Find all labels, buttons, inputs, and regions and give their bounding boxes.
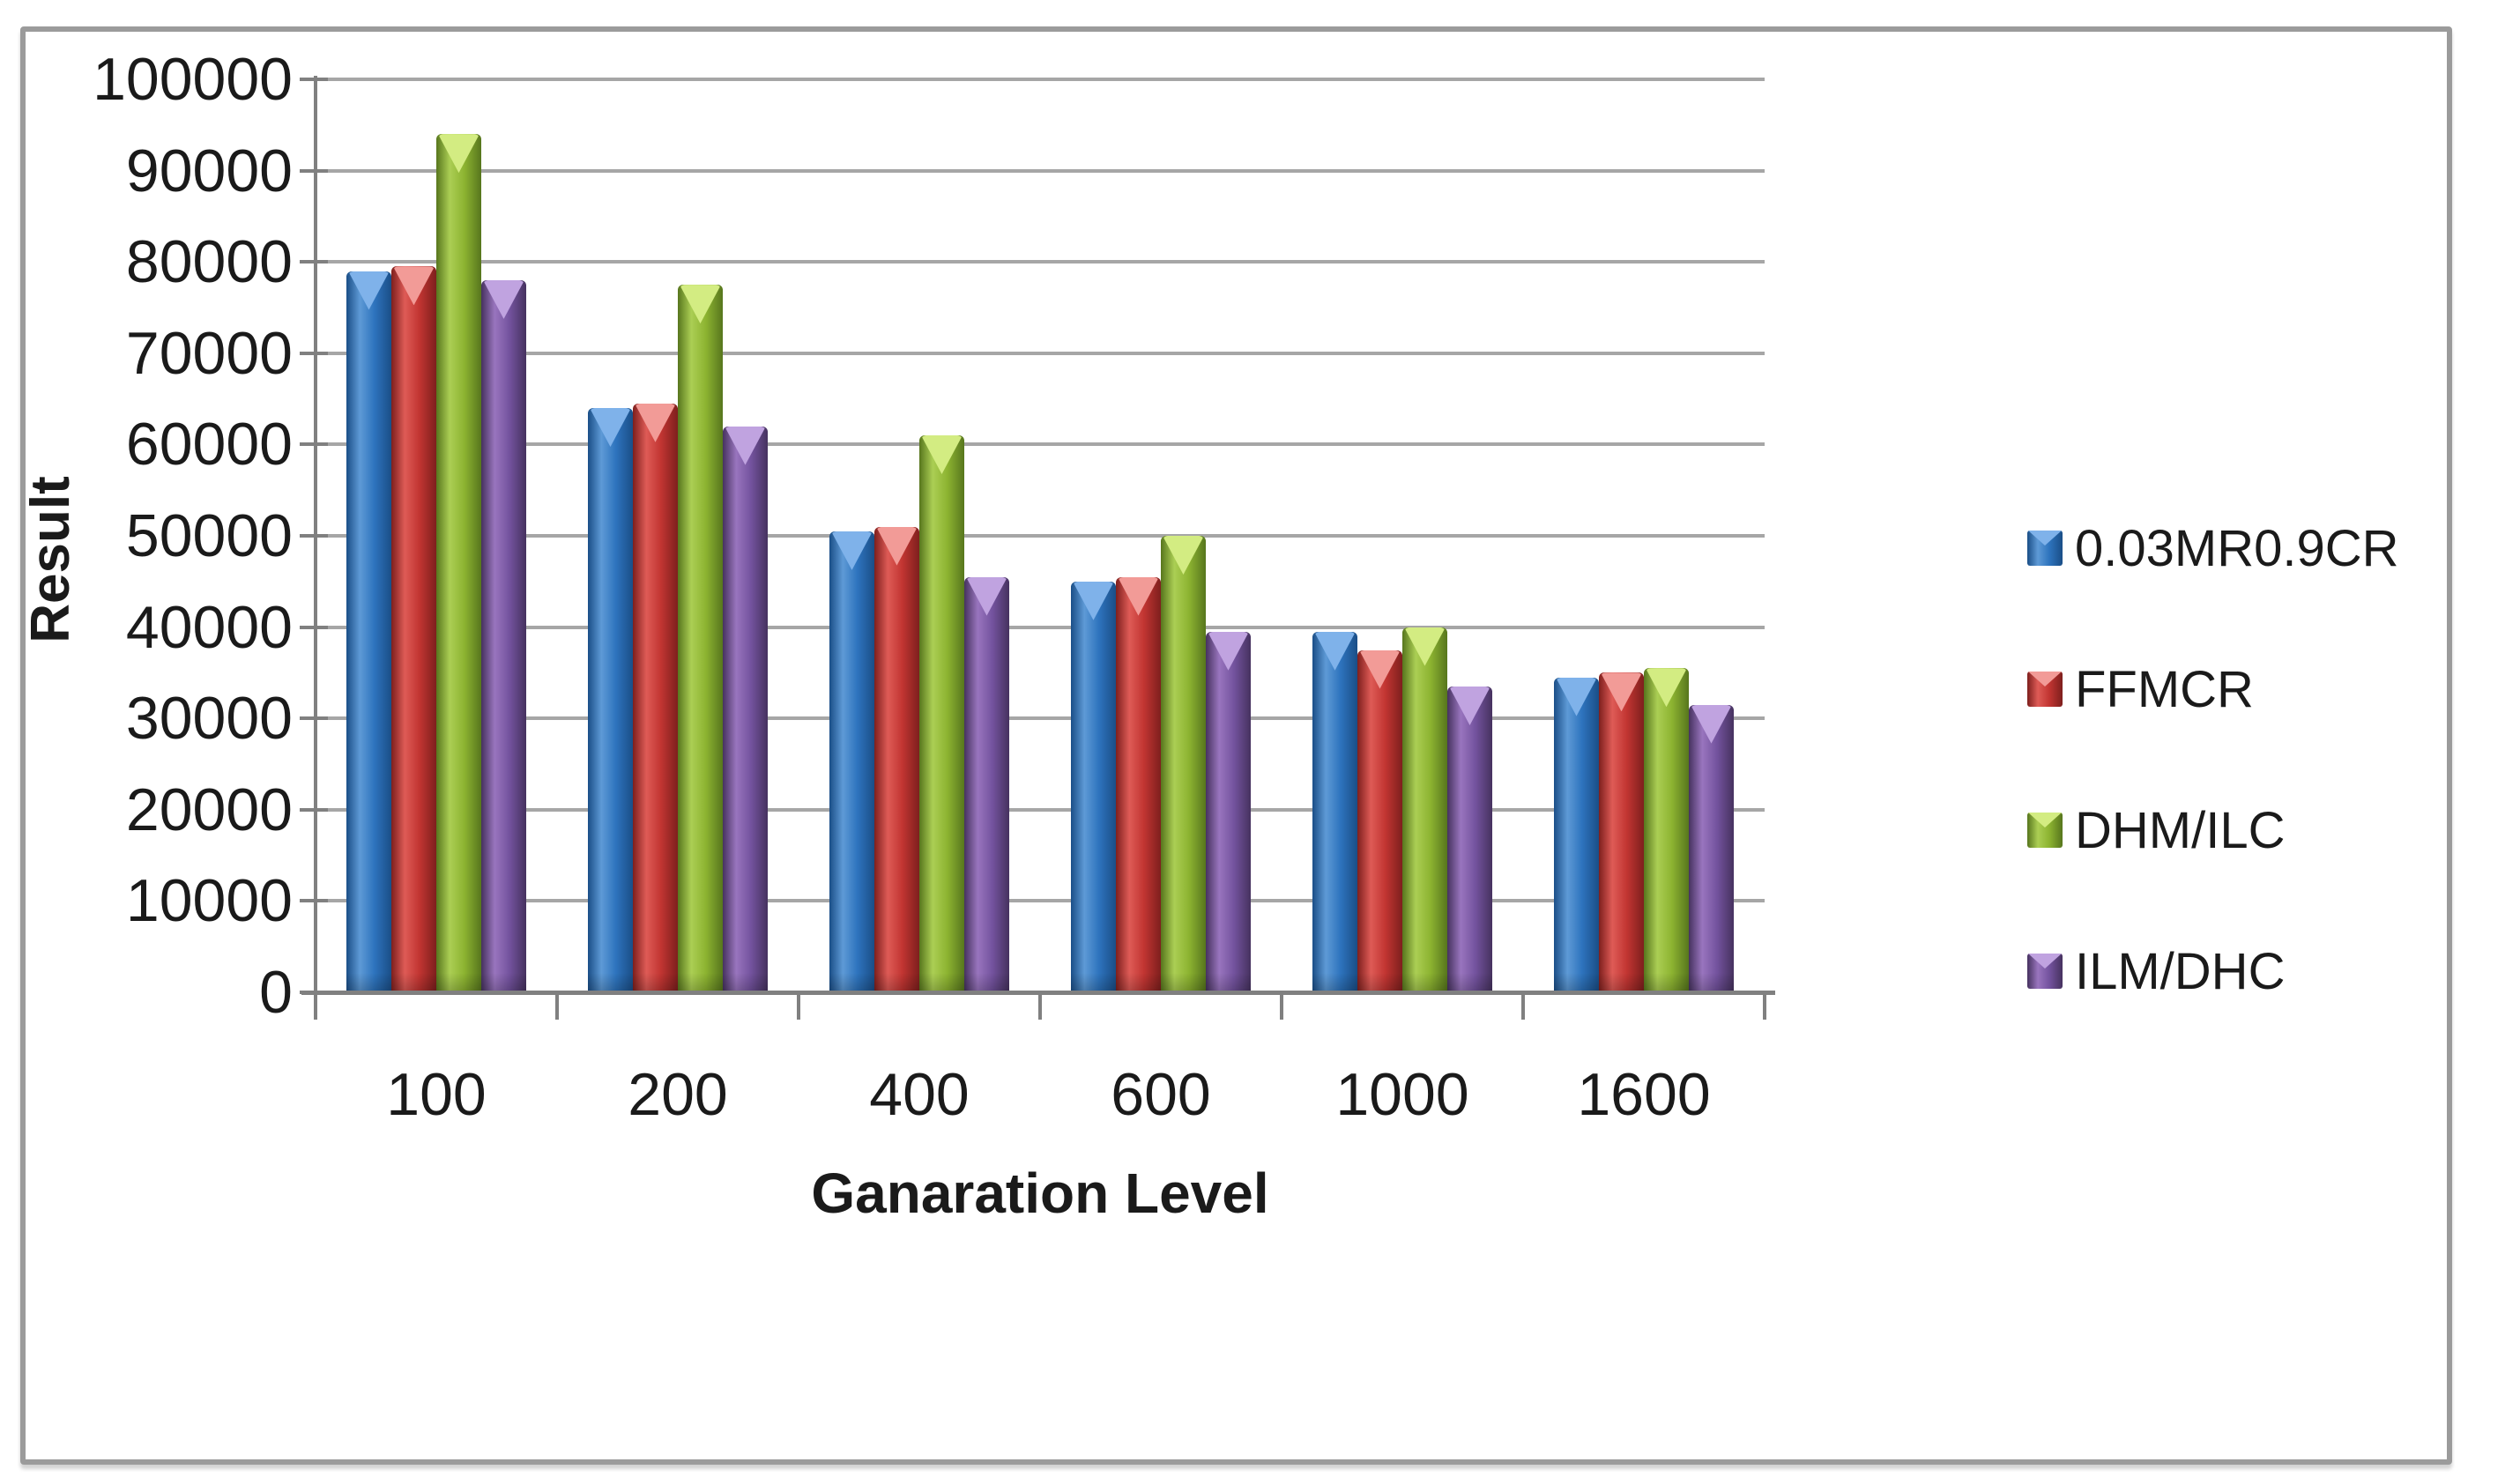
y-tick-mark-10000 bbox=[300, 899, 328, 903]
x-tick-label-1600: 1600 bbox=[1577, 1061, 1711, 1128]
gridline-90000 bbox=[316, 168, 1765, 173]
y-tick-label-70000: 70000 bbox=[125, 319, 293, 387]
x-axis-title: Ganaration Level bbox=[811, 1162, 1269, 1225]
x-axis-line bbox=[301, 991, 1775, 995]
y-tick-mark-90000 bbox=[300, 168, 328, 173]
bar-FFMCR-400 bbox=[874, 526, 919, 993]
bar-FFMCR-600 bbox=[1116, 576, 1161, 993]
y-tick-mark-30000 bbox=[300, 716, 328, 721]
y-tick-mark-50000 bbox=[300, 534, 328, 538]
x-tick-label-1000: 1000 bbox=[1335, 1061, 1469, 1128]
bar-0.03MR0.9CR-100 bbox=[346, 271, 391, 993]
legend-marker-icon bbox=[2027, 954, 2063, 989]
gridline-100000 bbox=[316, 78, 1765, 81]
legend: 0.03MR0.9CR FFMCR DHM/ILC ILM/DHC bbox=[2027, 523, 2398, 998]
bar-0.03MR0.9CR-1000 bbox=[1312, 631, 1357, 993]
y-tick-mark-80000 bbox=[300, 260, 328, 264]
legend-label: DHM/ILC bbox=[2075, 802, 2286, 859]
y-tick-label-40000: 40000 bbox=[125, 593, 293, 661]
bar-FFMCR-1000 bbox=[1357, 649, 1402, 992]
legend-label: ILM/DHC bbox=[2075, 943, 2286, 1000]
gridline-50000 bbox=[316, 534, 1765, 538]
x-tick-label-600: 600 bbox=[1111, 1061, 1211, 1128]
y-tick-label-20000: 20000 bbox=[125, 776, 293, 843]
x-tick-label-200: 200 bbox=[628, 1061, 728, 1128]
gridline-80000 bbox=[316, 260, 1765, 264]
gridline-60000 bbox=[316, 442, 1765, 447]
gridline-10000 bbox=[316, 899, 1765, 903]
y-tick-mark-70000 bbox=[300, 351, 328, 355]
bar-DHM/ILC-400 bbox=[919, 435, 964, 992]
bar-ILM/DHC-1000 bbox=[1447, 686, 1492, 993]
y-tick-label-30000: 30000 bbox=[125, 685, 293, 753]
y-tick-label-100000: 100000 bbox=[93, 46, 293, 113]
bar-DHM/ILC-600 bbox=[1161, 536, 1206, 992]
bar-0.03MR0.9CR-600 bbox=[1071, 581, 1116, 993]
x-tick-mark-5 bbox=[1521, 995, 1525, 1020]
x-tick-mark-3 bbox=[1038, 995, 1042, 1020]
y-tick-label-50000: 50000 bbox=[125, 502, 293, 569]
legend-entry-ILM/DHC: ILM/DHC bbox=[2027, 946, 2398, 998]
bar-DHM/ILC-1000 bbox=[1402, 627, 1447, 993]
bar-ILM/DHC-100 bbox=[481, 279, 526, 993]
bar-FFMCR-200 bbox=[633, 403, 678, 993]
bar-DHM/ILC-200 bbox=[678, 285, 723, 992]
bar-ILM/DHC-400 bbox=[964, 576, 1009, 993]
legend-marker-icon bbox=[2027, 672, 2063, 707]
y-tick-mark-40000 bbox=[300, 625, 328, 629]
bar-FFMCR-100 bbox=[391, 266, 436, 992]
legend-entry-DHM/ILC: DHM/ILC bbox=[2027, 805, 2398, 857]
gridline-30000 bbox=[316, 716, 1765, 721]
y-tick-label-90000: 90000 bbox=[125, 137, 293, 204]
x-tick-label-100: 100 bbox=[386, 1061, 487, 1128]
y-tick-mark-100000 bbox=[300, 78, 328, 81]
legend-entry-0.03MR0.9CR: 0.03MR0.9CR bbox=[2027, 523, 2398, 575]
legend-label: FFMCR bbox=[2075, 661, 2254, 718]
legend-entry-FFMCR: FFMCR bbox=[2027, 664, 2398, 716]
y-tick-mark-60000 bbox=[300, 442, 328, 447]
bar-ILM/DHC-600 bbox=[1206, 631, 1251, 993]
y-tick-label-10000: 10000 bbox=[125, 867, 293, 935]
legend-marker-icon bbox=[2027, 531, 2063, 566]
bar-DHM/ILC-100 bbox=[436, 134, 481, 992]
bar-0.03MR0.9CR-200 bbox=[588, 407, 633, 993]
x-tick-mark-2 bbox=[797, 995, 800, 1020]
bar-FFMCR-1600 bbox=[1599, 672, 1644, 992]
bar-0.03MR0.9CR-400 bbox=[829, 531, 874, 993]
y-tick-mark-20000 bbox=[300, 807, 328, 812]
x-tick-mark-6 bbox=[1763, 995, 1766, 1020]
y-tick-label-0: 0 bbox=[259, 959, 293, 1026]
gridline-40000 bbox=[316, 625, 1765, 629]
x-tick-mark-0 bbox=[314, 995, 317, 1020]
legend-label: 0.03MR0.9CR bbox=[2075, 520, 2399, 577]
y-tick-mark-0 bbox=[300, 991, 328, 994]
gridline-20000 bbox=[316, 807, 1765, 812]
legend-marker-icon bbox=[2027, 813, 2063, 848]
bar-DHM/ILC-1600 bbox=[1644, 668, 1689, 992]
x-tick-mark-1 bbox=[555, 995, 559, 1020]
y-tick-label-60000: 60000 bbox=[125, 411, 293, 479]
gridline-70000 bbox=[316, 351, 1765, 355]
bar-ILM/DHC-1600 bbox=[1689, 704, 1734, 993]
x-tick-mark-4 bbox=[1280, 995, 1283, 1020]
x-tick-label-400: 400 bbox=[869, 1061, 970, 1128]
y-tick-label-80000: 80000 bbox=[125, 228, 293, 296]
bar-0.03MR0.9CR-1600 bbox=[1554, 677, 1599, 993]
bar-ILM/DHC-200 bbox=[723, 426, 768, 993]
